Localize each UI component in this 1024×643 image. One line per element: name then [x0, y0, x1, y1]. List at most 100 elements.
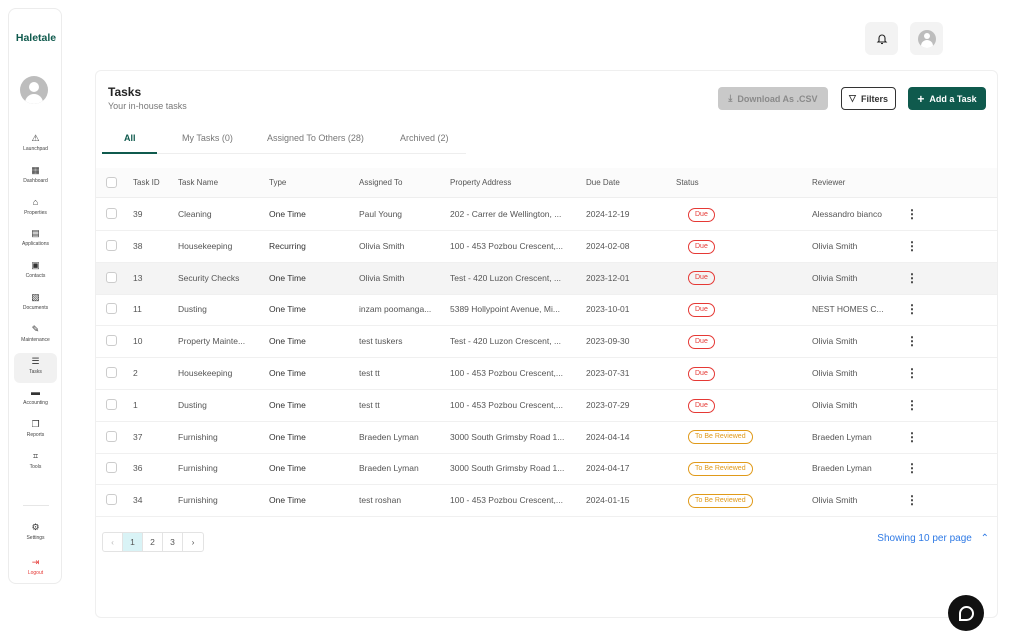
row-checkbox[interactable]: [106, 494, 117, 506]
task-id-cell: 38: [133, 240, 143, 251]
next-page-button[interactable]: ›: [191, 537, 195, 547]
column-header-reviewer[interactable]: Reviewer: [812, 178, 846, 187]
avatar: [917, 29, 936, 48]
more-options-icon[interactable]: ⋮: [906, 366, 918, 380]
column-header-status[interactable]: Status: [676, 178, 699, 187]
sidebar-item-reports[interactable]: ❐ Reports: [14, 416, 57, 446]
tasks-card: Tasks Your in-house tasks ⤓ Download As .…: [95, 70, 998, 618]
download-csv-button[interactable]: ⤓ Download As .CSV: [718, 87, 828, 110]
more-options-icon[interactable]: ⋮: [906, 302, 918, 317]
avatar[interactable]: [20, 76, 48, 104]
task-id-cell: 34: [133, 495, 143, 506]
row-checkbox[interactable]: [106, 367, 117, 378]
more-options-icon[interactable]: ⋮: [906, 429, 918, 444]
property-address-cell: 202 - Carrer de Wellington, ...: [450, 209, 562, 219]
table-row[interactable]: 2 Housekeeping One Time test tt 100 - 453 Po…: [96, 358, 997, 390]
page-button[interactable]: 2: [143, 533, 163, 551]
column-header-property-address[interactable]: Property Address: [450, 178, 512, 187]
sidebar-item-contacts[interactable]: ▣ Contacts: [14, 257, 57, 287]
due-date-cell: 2023-10-01: [586, 304, 630, 315]
plus-icon: +: [917, 91, 925, 106]
table-row[interactable]: 36 Furnishing One Time Braeden Lyman 3000 So…: [96, 453, 997, 486]
row-checkbox[interactable]: [106, 303, 117, 315]
status-badge: Due: [688, 271, 715, 286]
table-row[interactable]: 38 Housekeeping Recurring Olivia Smith 100 -…: [96, 231, 997, 263]
column-header-due-date[interactable]: Due Date: [586, 178, 620, 187]
status-cell: Due: [688, 390, 715, 420]
sidebar-item-documents[interactable]: ▧ Documents: [14, 289, 57, 319]
column-header-assigned-to[interactable]: Assigned To: [359, 178, 403, 187]
assigned-to-cell: Olivia Smith: [359, 240, 405, 251]
sidebar-item-settings[interactable]: ⚙ Settings: [14, 519, 57, 549]
select-all-checkbox[interactable]: [106, 177, 117, 188]
per-page-selector[interactable]: Showing 10 per page ⌃: [877, 533, 989, 544]
tab-all[interactable]: All: [124, 133, 136, 143]
sidebar-item-maintenance[interactable]: ✎ Maintenance: [14, 321, 57, 351]
filters-button[interactable]: ▽ Filters: [841, 87, 896, 110]
wrench-icon: ✎: [31, 323, 40, 334]
profile-button[interactable]: [910, 22, 943, 55]
more-options-icon[interactable]: ⋮: [906, 238, 918, 253]
table-header: Task ID Task Name Type Assigned To Property …: [96, 168, 997, 198]
sidebar-item-label: Contacts: [25, 273, 46, 280]
task-name-cell: Property Mainte...: [178, 336, 246, 347]
due-date-cell: 2024-04-14: [586, 431, 630, 442]
row-checkbox[interactable]: [106, 430, 117, 442]
table-row[interactable]: 10 Property Mainte... One Time test tuskers…: [96, 326, 997, 359]
table-row[interactable]: 37 Furnishing One Time Braeden Lyman 3000 So…: [96, 422, 997, 454]
more-options-icon[interactable]: ⋮: [906, 207, 918, 221]
more-options-icon[interactable]: ⋮: [906, 461, 918, 476]
column-header-task-id[interactable]: Task ID: [133, 178, 160, 187]
status-badge: To Be Reviewed: [688, 493, 753, 508]
sidebar-item-label: Launchpad: [23, 146, 48, 152]
page-button[interactable]: 1: [123, 533, 143, 551]
tab-archived[interactable]: Archived (2): [400, 133, 449, 143]
table-row[interactable]: 39 Cleaning One Time Paul Young 202 - Carrer…: [96, 199, 997, 231]
row-checkbox[interactable]: [106, 398, 117, 410]
due-date-cell: 2023-07-31: [586, 368, 630, 378]
sidebar-item-tasks[interactable]: ☰ Tasks: [14, 352, 57, 383]
row-checkbox[interactable]: [106, 208, 117, 219]
more-options-icon[interactable]: ⋮: [906, 334, 918, 349]
prev-page-button[interactable]: ‹: [103, 533, 123, 551]
task-id-cell: 36: [133, 463, 143, 474]
table-row[interactable]: 1 Dusting One Time test tt 100 - 453 Pozbou …: [96, 390, 997, 422]
sidebar-item-label: Tools: [29, 464, 42, 470]
tools-icon: ⌗: [32, 451, 39, 461]
sidebar-item-applications[interactable]: ▤ Applications: [14, 225, 57, 255]
notifications-button[interactable]: [865, 22, 898, 55]
sidebar-item-tools[interactable]: ⌗ Tools: [14, 448, 57, 478]
table-row[interactable]: 34 Furnishing One Time test roshan 100 - 453…: [96, 485, 997, 518]
tab-my-tasks[interactable]: My Tasks (0): [182, 133, 233, 143]
page-button[interactable]: 3: [163, 533, 183, 551]
table-row[interactable]: 13 Security Checks One Time Olivia Smith Tes…: [96, 262, 997, 295]
status-cell: Due: [688, 294, 715, 324]
table-row[interactable]: 11 Dusting One Time inzam poomanga... 5389 H…: [96, 294, 997, 327]
task-name-cell: Security Checks: [178, 272, 240, 283]
sidebar-item-launchpad[interactable]: ⚠ Launchpad: [14, 130, 57, 160]
row-checkbox[interactable]: [106, 271, 117, 283]
add-task-button[interactable]: + Add a Task: [908, 87, 986, 110]
more-options-icon[interactable]: ⋮: [906, 397, 918, 412]
row-checkbox[interactable]: [106, 462, 117, 474]
assigned-to-cell: test tt: [359, 368, 380, 378]
more-options-icon[interactable]: ⋮: [906, 493, 918, 508]
status-badge: Due: [688, 239, 715, 254]
sidebar-item-logout[interactable]: ⇥ Logout: [14, 554, 57, 584]
sidebar-item-label: Reports: [26, 432, 45, 439]
row-checkbox[interactable]: [106, 239, 117, 251]
sidebar-item-label: Properties: [24, 209, 47, 216]
row-checkbox[interactable]: [106, 335, 117, 347]
sidebar-item-accounting[interactable]: ▬ Accounting: [14, 384, 57, 414]
more-options-icon[interactable]: ⋮: [906, 270, 918, 285]
sidebar-item-properties[interactable]: ⌂ Properties: [14, 194, 57, 224]
accounting-icon: ▬: [31, 387, 40, 398]
column-header-type[interactable]: Type: [269, 178, 287, 187]
pagination: ‹ 1 2 3 ›: [102, 532, 204, 552]
column-header-task-name[interactable]: Task Name: [178, 178, 219, 187]
tab-assigned-to-others[interactable]: Assigned To Others (28): [267, 133, 364, 143]
sidebar-item-dashboard[interactable]: ▦ Dashboard: [14, 162, 57, 192]
chat-button[interactable]: [948, 595, 984, 631]
gear-icon: ⚙: [31, 522, 40, 532]
due-date-cell: 2024-02-08: [586, 240, 630, 251]
